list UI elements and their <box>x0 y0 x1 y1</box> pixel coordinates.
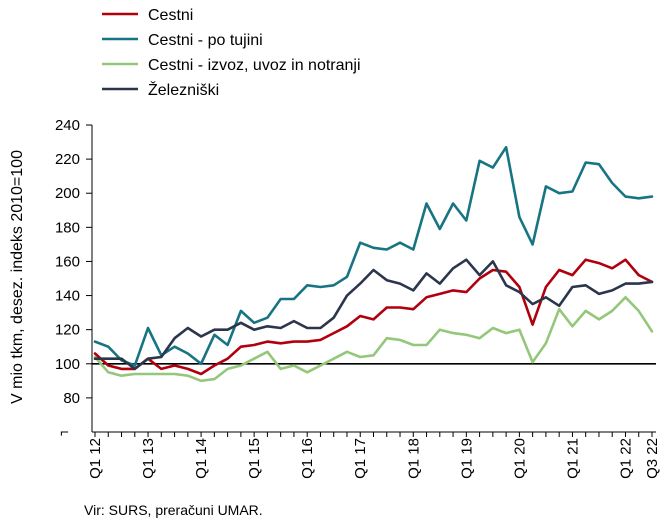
chart-legend: Cestni Cestni - po tujini Cestni - izvoz, … <box>102 7 361 99</box>
x-tick-label: Q1 15 <box>246 438 263 479</box>
series-lines <box>93 145 654 383</box>
x-tick-label: Q3 22 <box>644 438 661 479</box>
x-tick-label: Q1 19 <box>458 438 475 479</box>
y-tick-label: 100 <box>55 356 80 373</box>
y-tick-label: 220 <box>55 151 80 168</box>
x-tick-label: Q1 17 <box>352 438 369 479</box>
y-tick-label: 200 <box>55 185 80 202</box>
x-tick-label: Q1 20 <box>511 438 528 479</box>
x-tick-label: Q1 18 <box>405 438 422 479</box>
x-tick-label: Q1 13 <box>140 438 157 479</box>
x-tick-label: Q1 22 <box>617 438 634 479</box>
x-tick-label: Q1 14 <box>193 438 210 479</box>
source-note: Vir: SURS, preračuni UMAR. <box>84 502 263 518</box>
legend-label-0: Cestni <box>148 7 193 24</box>
x-tick-label: Q1 16 <box>299 438 316 479</box>
y-tick-label: 180 <box>55 219 80 236</box>
line-chart: Cestni Cestni - po tujini Cestni - izvoz, … <box>9 7 661 479</box>
series-line-2 <box>93 295 654 383</box>
series-line-3 <box>93 258 654 371</box>
y-tick-label: 140 <box>55 288 80 305</box>
y-axis: ⌐ <box>60 125 93 441</box>
series-line-0 <box>93 258 654 376</box>
y-axis-title: V mio tkm, desez. indeks 2010=100 <box>9 150 26 404</box>
legend-label-2: Cestni - izvoz, uvoz in notranji <box>148 57 361 74</box>
y-axis-break-symbol: ⌐ <box>60 424 69 441</box>
y-tick-label: 120 <box>55 322 80 339</box>
y-tick-labels: 80 100 120 140 160 180 200 220 240 <box>55 117 92 407</box>
y-tick-label: 80 <box>63 390 80 407</box>
legend-label-1: Cestni - po tujini <box>148 32 263 49</box>
x-tick-label: Q1 12 <box>87 438 104 479</box>
y-tick-label: 240 <box>55 117 80 134</box>
x-tick-labels: Q1 12 Q1 13 Q1 14 Q1 15 Q1 16 Q1 17 Q1 18 Q1 19… <box>87 432 661 479</box>
series-line-1 <box>93 145 654 367</box>
y-tick-label: 160 <box>55 253 80 270</box>
x-tick-label: Q1 21 <box>564 438 581 479</box>
legend-label-3: Železniški <box>148 80 219 99</box>
